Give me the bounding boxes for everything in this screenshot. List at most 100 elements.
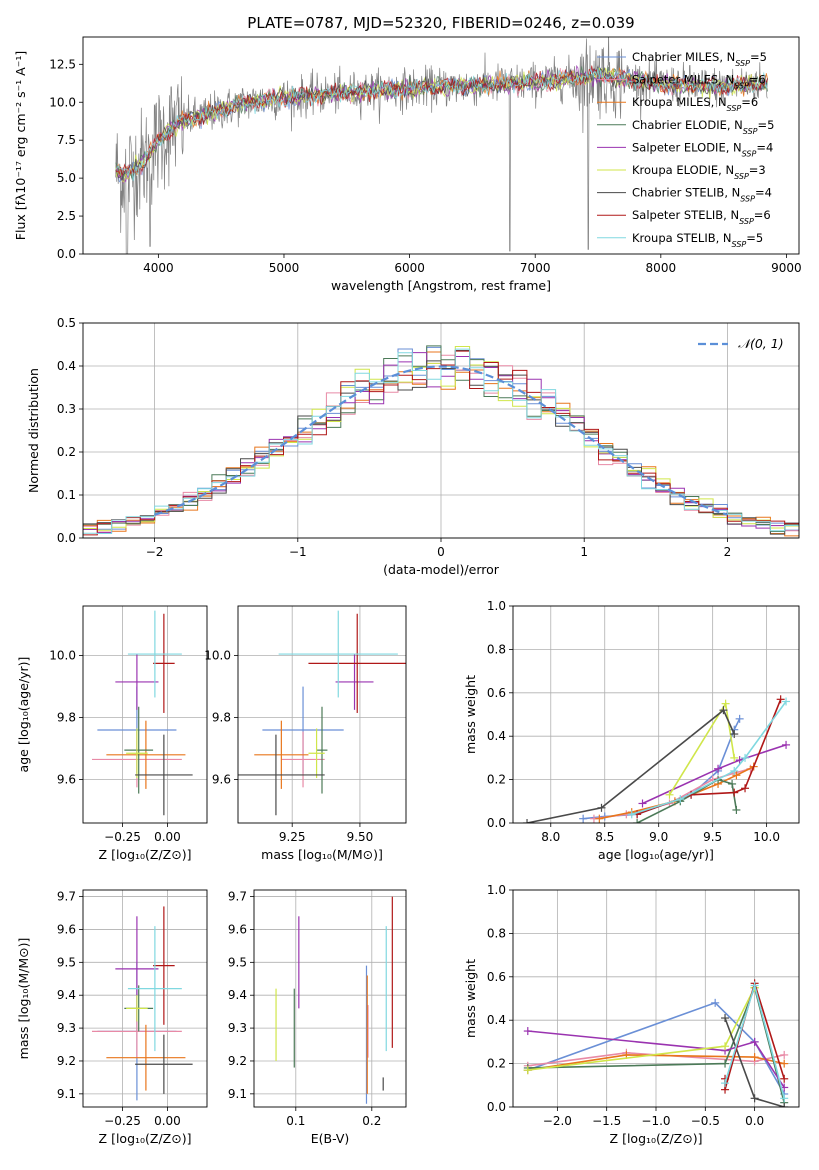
mass-vs-EBV-xlabel: E(B-V) <box>311 1131 350 1146</box>
age-vs-mass-ytick-label: 9.8 <box>212 711 231 725</box>
massweight-vs-age-point-marker <box>741 784 750 793</box>
massweight-vs-Z-point-marker <box>780 1094 789 1103</box>
age-vs-mass-xtick-label: 9.50 <box>347 830 374 844</box>
spectrum-legend-label: Kroupa ELODIE, NSSP=3 <box>632 163 766 181</box>
residual-histogram-xlabel: (data-model)/error <box>383 562 500 577</box>
massweight-vs-Z-plot-area <box>523 979 789 1107</box>
massweight-vs-age-point-marker <box>721 699 730 708</box>
massweight-vs-Z-point-marker <box>721 1042 730 1051</box>
massweight-vs-Z-axes: −2.0 −1.5 −1.0 −0.5 0.0 0.0 0.2 0.4 0.6 0.8 1.0 Z [… <box>463 883 800 1146</box>
mass-vs-Z-ylabel: mass [log₁₀(M/M⊙)] <box>16 938 31 1060</box>
massweight-vs-age-xtick-label: 10.0 <box>753 830 780 844</box>
residual-histogram-ytick-label: 0.1 <box>57 488 76 502</box>
massweight-vs-Z-point-marker <box>711 998 720 1007</box>
residual-histogram-xtick-label: 0 <box>437 545 445 559</box>
mass-vs-Z-xtick-label: 0.00 <box>154 1114 181 1128</box>
mass-vs-Z-ytick-label: 9.2 <box>57 1054 76 1068</box>
spectrum-xtick-label: 6000 <box>394 261 425 275</box>
spectrum-legend-label: Kroupa MILES, NSSP=6 <box>632 95 758 113</box>
mass-vs-EBV-ytick-label: 9.5 <box>228 955 247 969</box>
age-vs-mass-xtick-label: 9.25 <box>279 830 306 844</box>
mass-vs-EBV-ytick-label: 9.1 <box>228 1087 247 1101</box>
massweight-vs-age-point-marker <box>579 814 588 823</box>
spectrum-ytick-label: 7.5 <box>57 133 76 147</box>
massweight-vs-age-xtick-label: 8.5 <box>595 830 614 844</box>
massweight-vs-Z-series-line <box>527 1030 785 1088</box>
residual-histogram-ytick-label: 0.4 <box>57 359 76 373</box>
age-vs-Z-axes: −0.25 0.00 9.6 9.8 10.0 Z [log₁₀(Z/Z⊙)] age [l… <box>16 605 208 862</box>
mass-vs-Z-ytick-label: 9.3 <box>57 1021 76 1035</box>
massweight-vs-age-point-marker <box>730 788 739 797</box>
residual-histogram-xtick-label: 1 <box>580 545 588 559</box>
mass-vs-Z-ytick-label: 9.1 <box>57 1087 76 1101</box>
spectrum-xtick-label: 9000 <box>771 261 802 275</box>
massweight-vs-age-point-marker <box>776 695 785 704</box>
age-vs-Z-xlabel: Z [log₁₀(Z/Z⊙)] <box>99 847 192 862</box>
massweight-vs-age-point-marker <box>676 795 685 804</box>
mass-vs-EBV-axes: 0.1 0.2 9.1 9.2 9.3 9.4 9.5 9.6 9.7 E(B-V) <box>228 889 407 1146</box>
massweight-vs-age-ytick-label: 0.0 <box>487 816 506 830</box>
massweight-vs-age-point-marker <box>735 714 744 723</box>
age-vs-Z-ytick-label: 10.0 <box>49 649 76 663</box>
residual-histogram-ytick-label: 0.0 <box>57 531 76 545</box>
massweight-vs-age-point-marker <box>730 766 739 775</box>
age-vs-Z-ylabel: age [log₁₀(age/yr)] <box>16 657 31 773</box>
massweight-vs-Z-xtick-label: −2.0 <box>543 1114 572 1128</box>
massweight-vs-age-point-marker <box>732 771 741 780</box>
massweight-vs-age-ytick-label: 1.0 <box>487 599 506 613</box>
age-vs-Z-ytick-label: 9.8 <box>57 711 76 725</box>
massweight-vs-age-point-marker <box>782 740 791 749</box>
massweight-vs-Z-point-marker <box>721 1014 730 1023</box>
massweight-vs-Z-point-marker <box>780 1059 789 1068</box>
massweight-vs-Z-point-marker <box>523 1027 532 1036</box>
massweight-vs-age-ytick-label: 0.4 <box>487 729 506 743</box>
massweight-vs-age-xtick-label: 8.0 <box>541 830 560 844</box>
massweight-vs-Z-ytick-label: 1.0 <box>487 883 506 897</box>
massweight-vs-Z-point-marker <box>750 981 759 990</box>
residual-histogram-xtick-label: −2 <box>146 545 164 559</box>
massweight-vs-Z-point-marker <box>780 1074 789 1083</box>
massweight-vs-age-point-marker <box>741 753 750 762</box>
massweight-vs-Z-ylabel: mass weight <box>463 959 478 1038</box>
residual-histogram-axes: −2 −1 0 1 2 0.0 0.1 0.2 0.3 0.4 0.5 (data-model)/er… <box>26 316 800 577</box>
massweight-vs-Z-point-marker <box>721 1079 730 1088</box>
massweight-vs-Z-xtick-label: −1.5 <box>592 1114 621 1128</box>
massweight-vs-age-point-marker <box>595 814 604 823</box>
spectrum-model-line <box>115 67 768 183</box>
massweight-vs-age-frame <box>512 605 800 824</box>
residual-histogram-plot-area <box>83 345 799 538</box>
massweight-vs-Z-point-marker <box>721 1059 730 1068</box>
mass-vs-EBV-grid <box>254 890 406 1107</box>
residual-histogram-ytick-label: 0.2 <box>57 445 76 459</box>
mass-vs-Z-xlabel: Z [log₁₀(Z/Z⊙)] <box>99 1131 192 1146</box>
spectrum-legend-label: Salpeter MILES, NSSP=6 <box>632 73 766 91</box>
massweight-vs-age-ylabel: mass weight <box>463 675 478 754</box>
age-vs-Z-xtick-label: −0.25 <box>104 830 141 844</box>
residual-histogram-xtick-label: 2 <box>724 545 732 559</box>
spectrum-legend-label: Chabrier STELIB, NSSP=4 <box>632 186 772 204</box>
age-vs-Z-ytick-label: 9.6 <box>57 773 76 787</box>
massweight-vs-Z-point-marker <box>750 1094 759 1103</box>
age-vs-Z-xtick-label: 0.00 <box>154 830 181 844</box>
mass-vs-EBV-ytick-label: 9.3 <box>228 1021 247 1035</box>
massweight-vs-age-grid <box>513 605 799 824</box>
mass-vs-Z-ytick-label: 9.4 <box>57 988 76 1002</box>
massweight-vs-Z-series-line <box>527 1054 785 1071</box>
spectrum-ytick-label: 12.5 <box>49 57 76 71</box>
histogram-legend-label: 𝒩(0, 1) <box>738 336 784 351</box>
massweight-vs-Z-point-marker <box>750 1053 759 1062</box>
massweight-vs-Z-point-marker <box>780 1050 789 1059</box>
histogram-step-line <box>83 348 799 538</box>
residual-histogram-ytick-label: 0.3 <box>57 402 76 416</box>
massweight-vs-age-xtick-label: 9.5 <box>703 830 722 844</box>
age-vs-Z-grid <box>83 606 207 823</box>
massweight-vs-age-xlabel: age [log₁₀(age/yr)] <box>598 847 714 862</box>
spectrum-legend-label: Kroupa STELIB, NSSP=5 <box>632 231 763 249</box>
massweight-vs-age-point-marker <box>665 790 674 799</box>
mass-vs-EBV-ytick-label: 9.7 <box>228 890 247 904</box>
mass-vs-EBV-plot-area <box>275 896 393 1104</box>
massweight-vs-Z-xtick-label: −0.5 <box>691 1114 720 1128</box>
mass-vs-EBV-xtick-label: 0.2 <box>362 1114 381 1128</box>
mass-vs-Z-grid <box>83 890 207 1107</box>
spectrum-frame <box>82 36 800 255</box>
